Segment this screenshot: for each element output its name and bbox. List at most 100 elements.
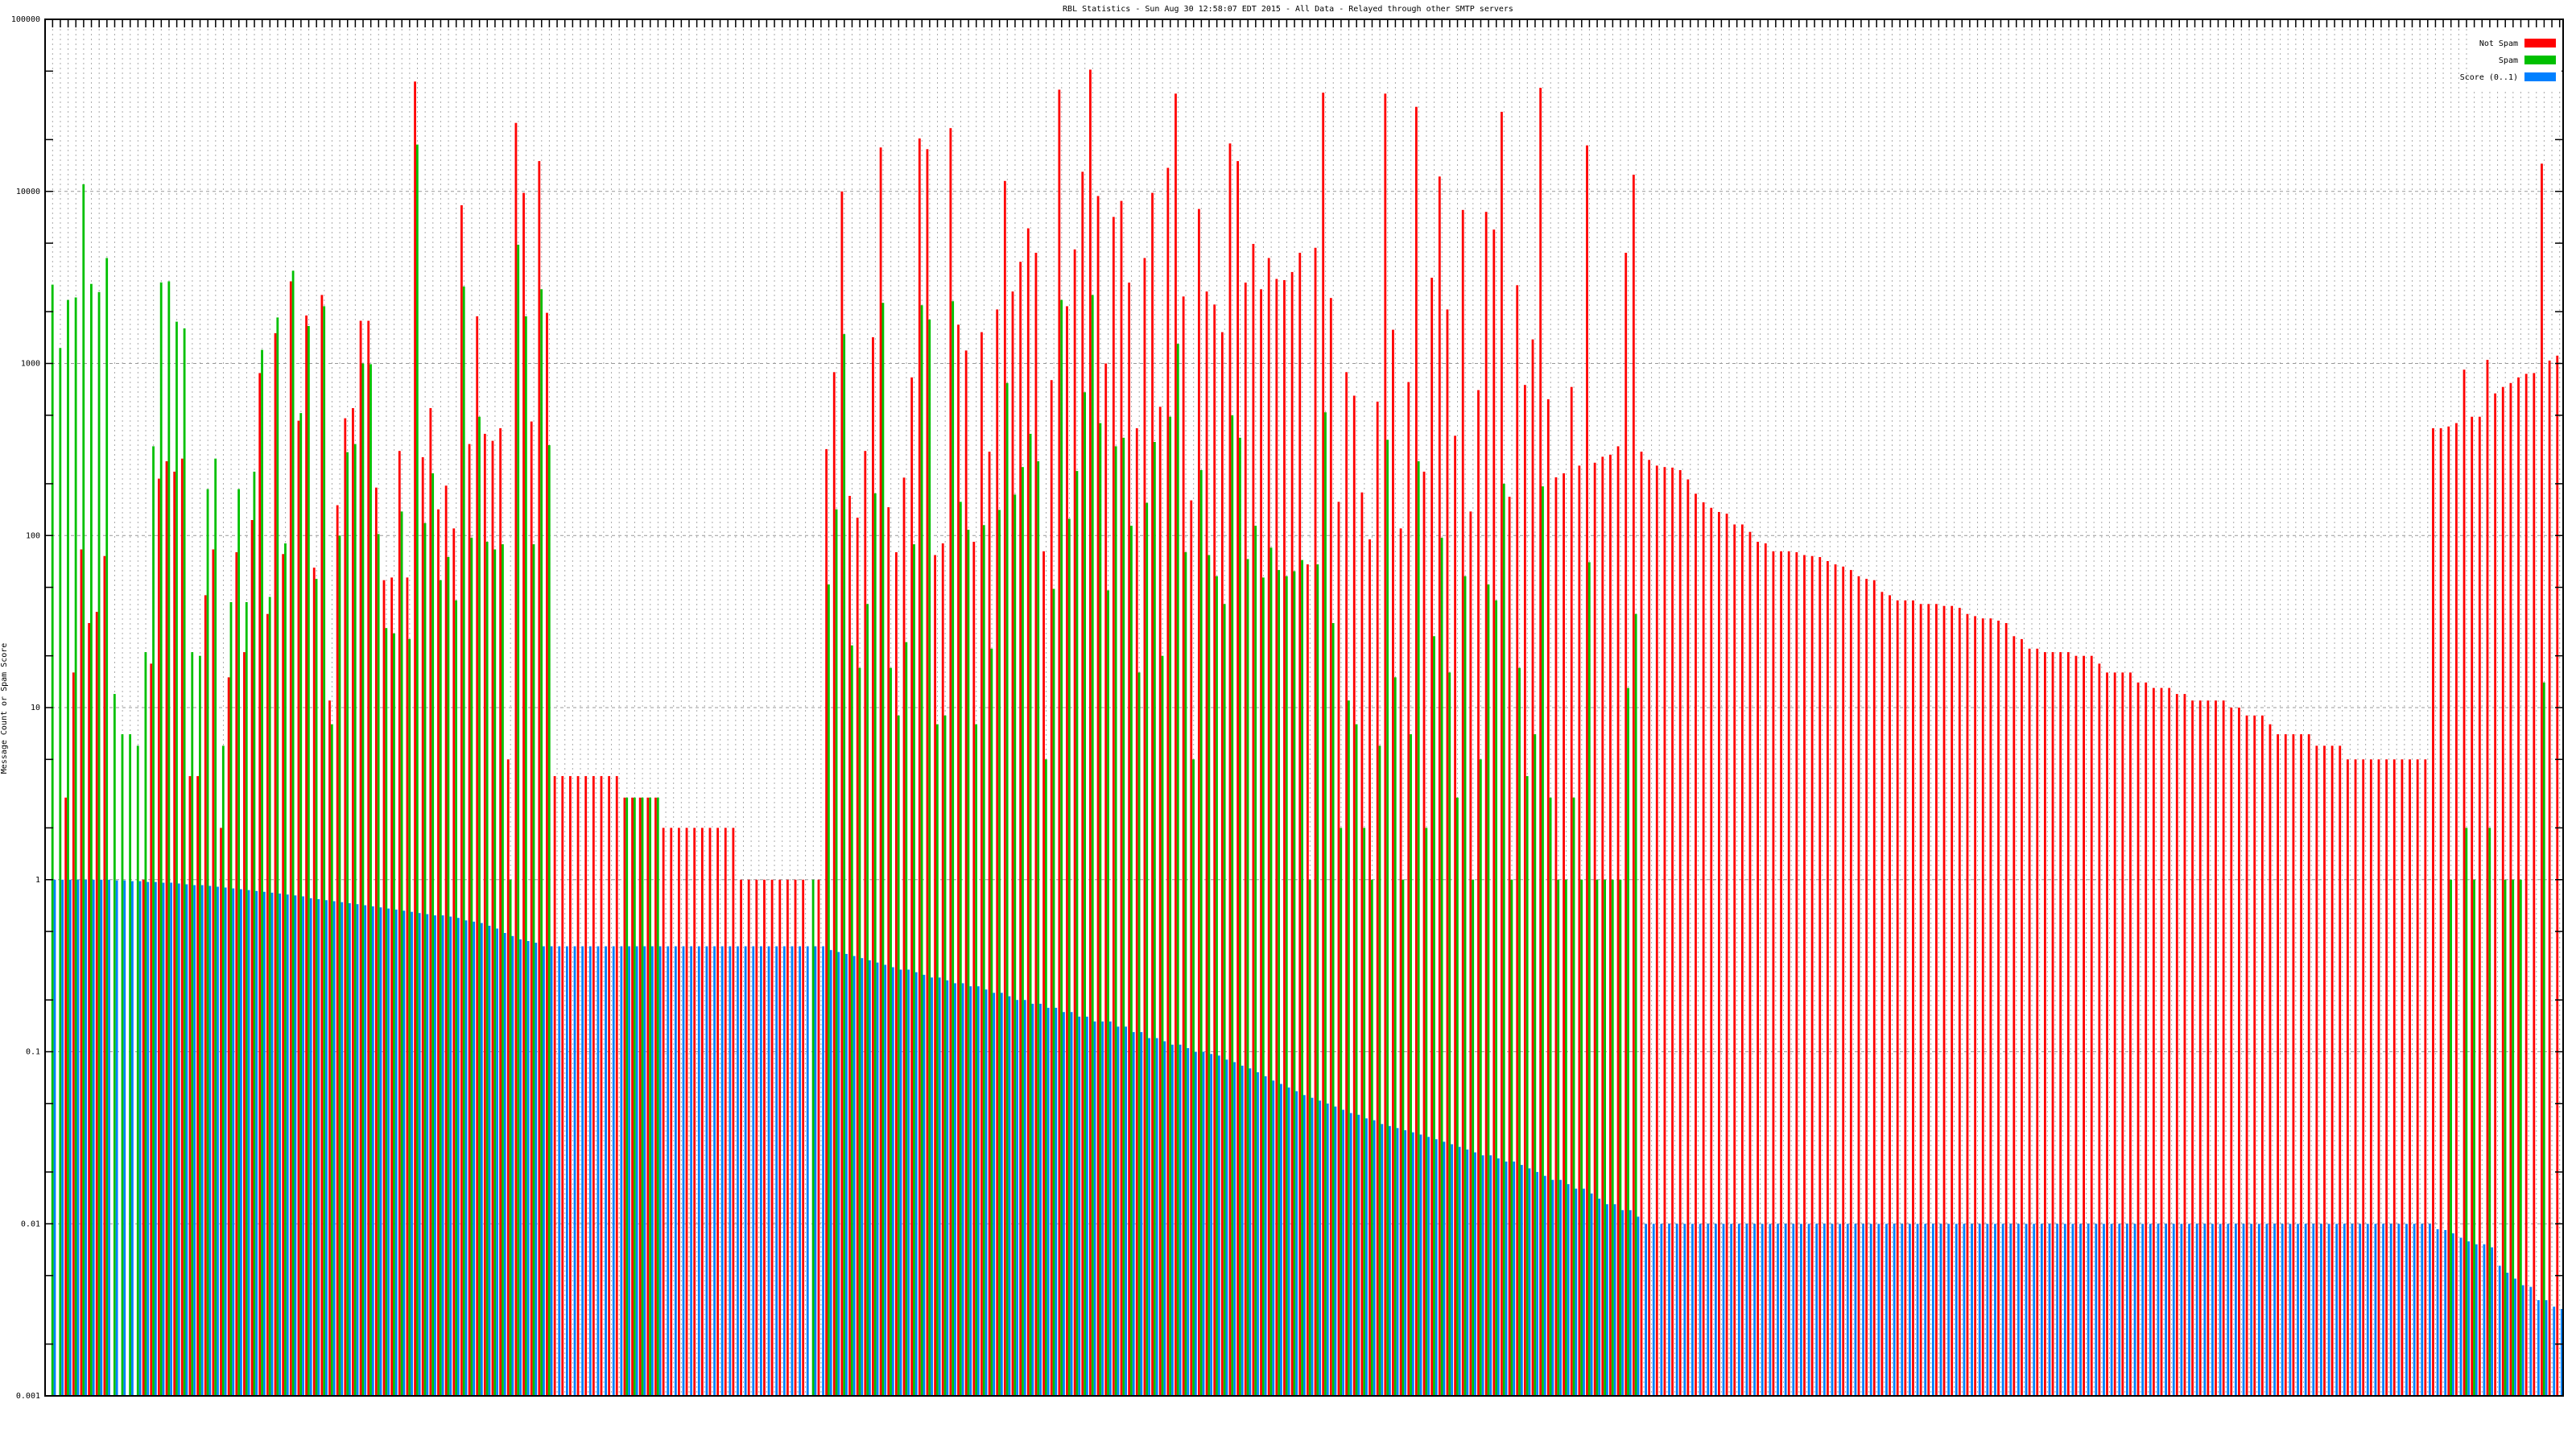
bar-score	[1854, 1224, 1857, 1397]
bar-score	[752, 946, 755, 1396]
bar-not_spam	[1942, 605, 1946, 1396]
bar-score	[1085, 1016, 1088, 1396]
bar-score	[667, 946, 670, 1396]
y-tick-label: 100000	[11, 15, 40, 24]
bar-not_spam	[468, 444, 471, 1396]
bar-not_spam	[1616, 446, 1620, 1396]
bar-not_spam	[2392, 759, 2396, 1396]
bar-not_spam	[546, 312, 548, 1397]
y-tick-label: 1	[35, 876, 40, 885]
bar-spam	[1340, 828, 1343, 1396]
legend: Not Spam Spam Score (0..1)	[2460, 27, 2562, 90]
bar-not_spam	[460, 205, 463, 1396]
bar-not_spam	[2377, 759, 2380, 1396]
bar-not_spam	[1492, 229, 1496, 1397]
bar-score	[1543, 1175, 1546, 1396]
bar-score	[1699, 1224, 1702, 1397]
bar-not_spam	[2021, 638, 2023, 1396]
bar-not_spam	[1695, 493, 1697, 1396]
bar-not_spam	[1523, 385, 1526, 1397]
bar-score	[946, 980, 949, 1396]
bar-score	[2514, 1278, 2516, 1396]
bar-spam	[67, 299, 69, 1397]
bar-spam	[1410, 734, 1412, 1396]
bar-spam	[1487, 584, 1490, 1396]
bar-spam	[1099, 423, 1102, 1396]
bar-spam	[502, 544, 504, 1396]
bar-not_spam	[1935, 604, 1938, 1396]
bar-score	[1365, 1118, 1368, 1396]
bar-not_spam	[1632, 175, 1635, 1396]
bar-score	[2211, 1224, 2214, 1397]
bar-score	[2451, 1233, 2454, 1396]
bar-not_spam	[2059, 652, 2062, 1396]
bar-not_spam	[514, 122, 518, 1397]
bar-not_spam	[1019, 262, 1022, 1397]
bar-not_spam	[1352, 395, 1356, 1396]
bar-score	[1722, 1224, 1725, 1397]
bar-not_spam	[1772, 551, 1775, 1396]
bar-spam	[540, 289, 543, 1396]
bar-not_spam	[2385, 759, 2388, 1396]
bar-spam	[935, 724, 939, 1396]
bar-not_spam	[1213, 304, 1216, 1396]
bar-score	[2242, 1224, 2245, 1397]
bar-spam	[1417, 461, 1420, 1396]
bar-not_spam	[1252, 244, 1255, 1396]
bar-not_spam	[1609, 454, 1612, 1396]
bar-spam	[253, 471, 256, 1396]
bar-not_spam	[491, 440, 494, 1396]
bar-score	[2374, 1224, 2377, 1397]
bar-spam	[990, 648, 993, 1396]
bar-score	[2235, 1224, 2237, 1397]
bar-not_spam	[1648, 460, 1651, 1396]
bar-score	[822, 946, 824, 1396]
bar-spam	[415, 144, 419, 1397]
bar-not_spam	[2268, 724, 2272, 1396]
bar-score	[658, 946, 662, 1396]
bar-not_spam	[2083, 655, 2085, 1396]
bar-spam	[346, 452, 349, 1397]
bar-not_spam	[794, 879, 797, 1397]
bar-not_spam	[2462, 369, 2466, 1397]
bar-score	[309, 898, 312, 1396]
bar-score	[1443, 1141, 1446, 1396]
bar-score	[837, 952, 840, 1396]
bar-spam	[393, 633, 395, 1396]
bar-score	[1815, 1224, 1818, 1397]
bar-spam	[439, 580, 442, 1396]
bar-not_spam	[2253, 715, 2256, 1396]
bar-spam	[524, 316, 527, 1396]
bar-score	[1302, 1095, 1306, 1396]
bar-not_spam	[708, 828, 712, 1396]
bar-spam	[1440, 538, 1443, 1396]
bar-not_spam	[1337, 502, 1340, 1396]
bar-not_spam	[235, 552, 238, 1396]
bar-not_spam	[1422, 471, 1426, 1396]
bar-score	[1046, 1007, 1050, 1396]
bar-score	[1691, 1224, 1694, 1397]
bar-not_spam	[157, 478, 160, 1396]
bar-spam	[1324, 412, 1327, 1397]
bar-spam	[873, 493, 877, 1396]
bar-spam	[1363, 828, 1366, 1396]
bar-not_spam	[1190, 500, 1193, 1396]
bar-score	[2048, 1224, 2051, 1397]
bar-not_spam	[1307, 564, 1309, 1396]
bar-not_spam	[1298, 253, 1302, 1396]
bar-not_spam	[1787, 551, 1790, 1396]
bar-score	[170, 882, 173, 1396]
bar-not_spam	[918, 138, 921, 1396]
bar-spam	[975, 724, 977, 1396]
bar-not_spam	[949, 128, 952, 1397]
bar-spam	[307, 326, 310, 1396]
legend-swatch-spam	[2524, 56, 2556, 64]
bar-spam	[268, 597, 271, 1396]
bar-score	[1520, 1165, 1523, 1396]
bars	[51, 69, 2563, 1397]
bar-not_spam	[1066, 306, 1068, 1396]
bar-score	[2133, 1224, 2136, 1397]
bar-spam	[1402, 879, 1405, 1397]
bar-score	[115, 880, 118, 1396]
bar-spam	[105, 258, 109, 1396]
